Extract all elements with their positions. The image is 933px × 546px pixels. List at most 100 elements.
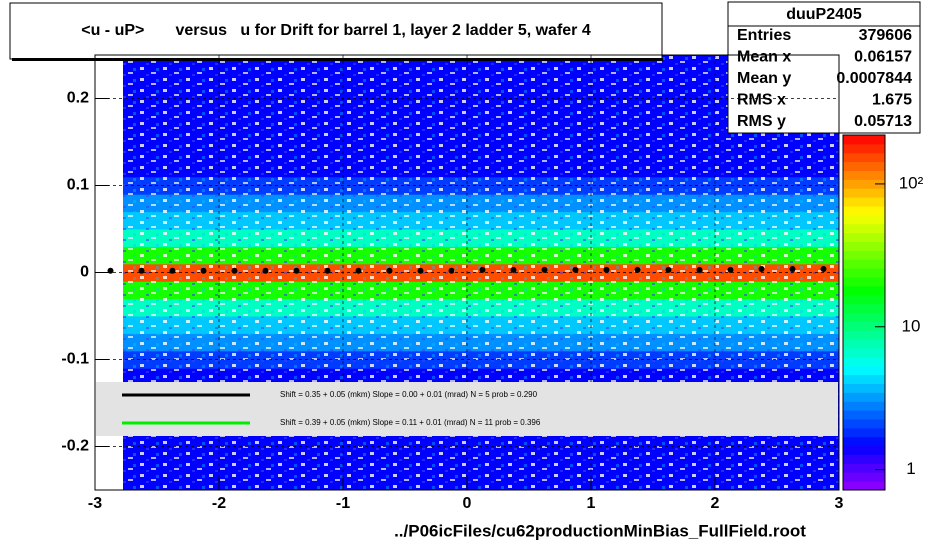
profile-point [479, 266, 486, 273]
colorbar-step [843, 330, 885, 340]
profile-point [448, 267, 455, 274]
stats-value: 379606 [859, 27, 912, 44]
profile-point [696, 266, 703, 273]
x-tick-label: 2 [711, 495, 720, 512]
colorbar-step [843, 170, 885, 180]
chart-title: <u - uP> versus u for Drift for barrel 1… [81, 22, 591, 39]
colorbar-step [843, 374, 885, 384]
colorbar-step [843, 250, 885, 260]
title-box [9, 2, 663, 60]
profile-point [231, 267, 238, 274]
stats-label: Mean x [737, 49, 791, 66]
x-tick-label: -2 [212, 495, 226, 512]
colorbar-step [843, 197, 885, 207]
profile-point [169, 267, 176, 274]
x-tick-label: -3 [88, 495, 102, 512]
z-tick-label: 10 [902, 316, 921, 335]
stats-value: 0.06157 [854, 49, 912, 66]
colorbar-step [843, 232, 885, 242]
colorbar-step [843, 206, 885, 216]
colorbar-step [843, 294, 885, 305]
colorbar-step [843, 223, 885, 234]
profile-point [200, 267, 207, 274]
colorbar-step [843, 339, 885, 349]
x-tick-label: 1 [587, 495, 596, 512]
stats-value: 0.0007844 [836, 70, 912, 87]
stats-label: Entries [737, 27, 791, 44]
profile-point [758, 266, 765, 273]
profile-point [603, 266, 610, 273]
stats-value: 0.05713 [854, 113, 912, 130]
colorbar-step [843, 152, 885, 163]
profile-point [572, 266, 579, 273]
y-tick-label: 0.1 [67, 177, 89, 194]
colorbar-step [843, 401, 885, 411]
profile-point [107, 267, 114, 274]
colorbar-step [843, 277, 885, 287]
colorbar-step [843, 241, 885, 251]
colorbar-step [843, 463, 885, 473]
z-tick-label: 10² [899, 173, 924, 192]
profile-point [293, 267, 300, 274]
profile-point [727, 266, 734, 273]
colorbar-frame [842, 134, 886, 491]
stats-label: Mean y [737, 70, 791, 87]
x-tick-label: 0 [463, 495, 472, 512]
stats-value: 1.675 [872, 92, 912, 109]
profile-point [665, 266, 672, 273]
colorbar-step [843, 143, 885, 154]
colorbar-step [843, 392, 885, 402]
colorbar-step [843, 454, 885, 464]
title-shadow [12, 58, 663, 61]
colorbar-step [843, 135, 885, 145]
stats-label: RMS x [737, 92, 786, 109]
colorbar-step [843, 285, 885, 296]
colorbar-step [843, 303, 885, 313]
legend-text: Shift = 0.35 + 0.05 (mkm) Slope = 0.00 +… [280, 390, 538, 399]
profile-point [820, 266, 827, 273]
stats-title: duuP2405 [786, 6, 862, 23]
colorbar-step [843, 179, 885, 189]
colorbar-step [843, 427, 885, 438]
profile-point [541, 266, 548, 273]
colorbar-step [843, 419, 885, 429]
legend-text: Shift = 0.39 + 0.05 (mkm) Slope = 0.11 +… [280, 418, 541, 427]
profile-point [355, 267, 362, 274]
stats-label: RMS y [737, 113, 786, 130]
profile-point [634, 266, 641, 273]
profile-point [789, 266, 796, 273]
profile-point [417, 267, 424, 274]
y-tick-label: 0.2 [67, 90, 89, 107]
colorbar-step [843, 214, 885, 225]
x-tick-label: -1 [336, 495, 350, 512]
profile-point [138, 267, 145, 274]
x-tick-label: 3 [835, 495, 844, 512]
colorbar-step [843, 356, 885, 367]
y-tick-label: -0.1 [61, 351, 89, 368]
y-tick-label: 0 [80, 264, 89, 281]
colorbar-step [843, 481, 885, 491]
profile-point [510, 266, 517, 273]
colorbar-step [843, 188, 885, 198]
colorbar-step [843, 365, 885, 376]
colorbar-step [843, 410, 885, 420]
profile-point [386, 267, 393, 274]
colorbar-step [843, 161, 885, 171]
colorbar-step [843, 321, 885, 331]
colorbar-step [843, 383, 885, 393]
colorbar-step [843, 259, 885, 269]
colorbar-step [843, 348, 885, 358]
stats-frame [727, 1, 921, 134]
fit-legend: Shift = 0.35 + 0.05 (mkm) Slope = 0.00 +… [96, 382, 838, 436]
colorbar-step [843, 472, 885, 482]
stats-box: duuP2405 Entries 379606 Mean x 0.06157 Mean … [727, 1, 921, 134]
profile-point [262, 267, 269, 274]
z-tick-label: 1 [906, 459, 915, 478]
colorbar-step [843, 312, 885, 322]
x-axis-label: ../P06icFiles/cu62productionMinBias_Full… [394, 521, 806, 540]
legend-frame [96, 382, 838, 436]
colorbar-step [843, 436, 885, 447]
colorbar-step [843, 445, 885, 455]
colorbar-step [843, 268, 885, 278]
